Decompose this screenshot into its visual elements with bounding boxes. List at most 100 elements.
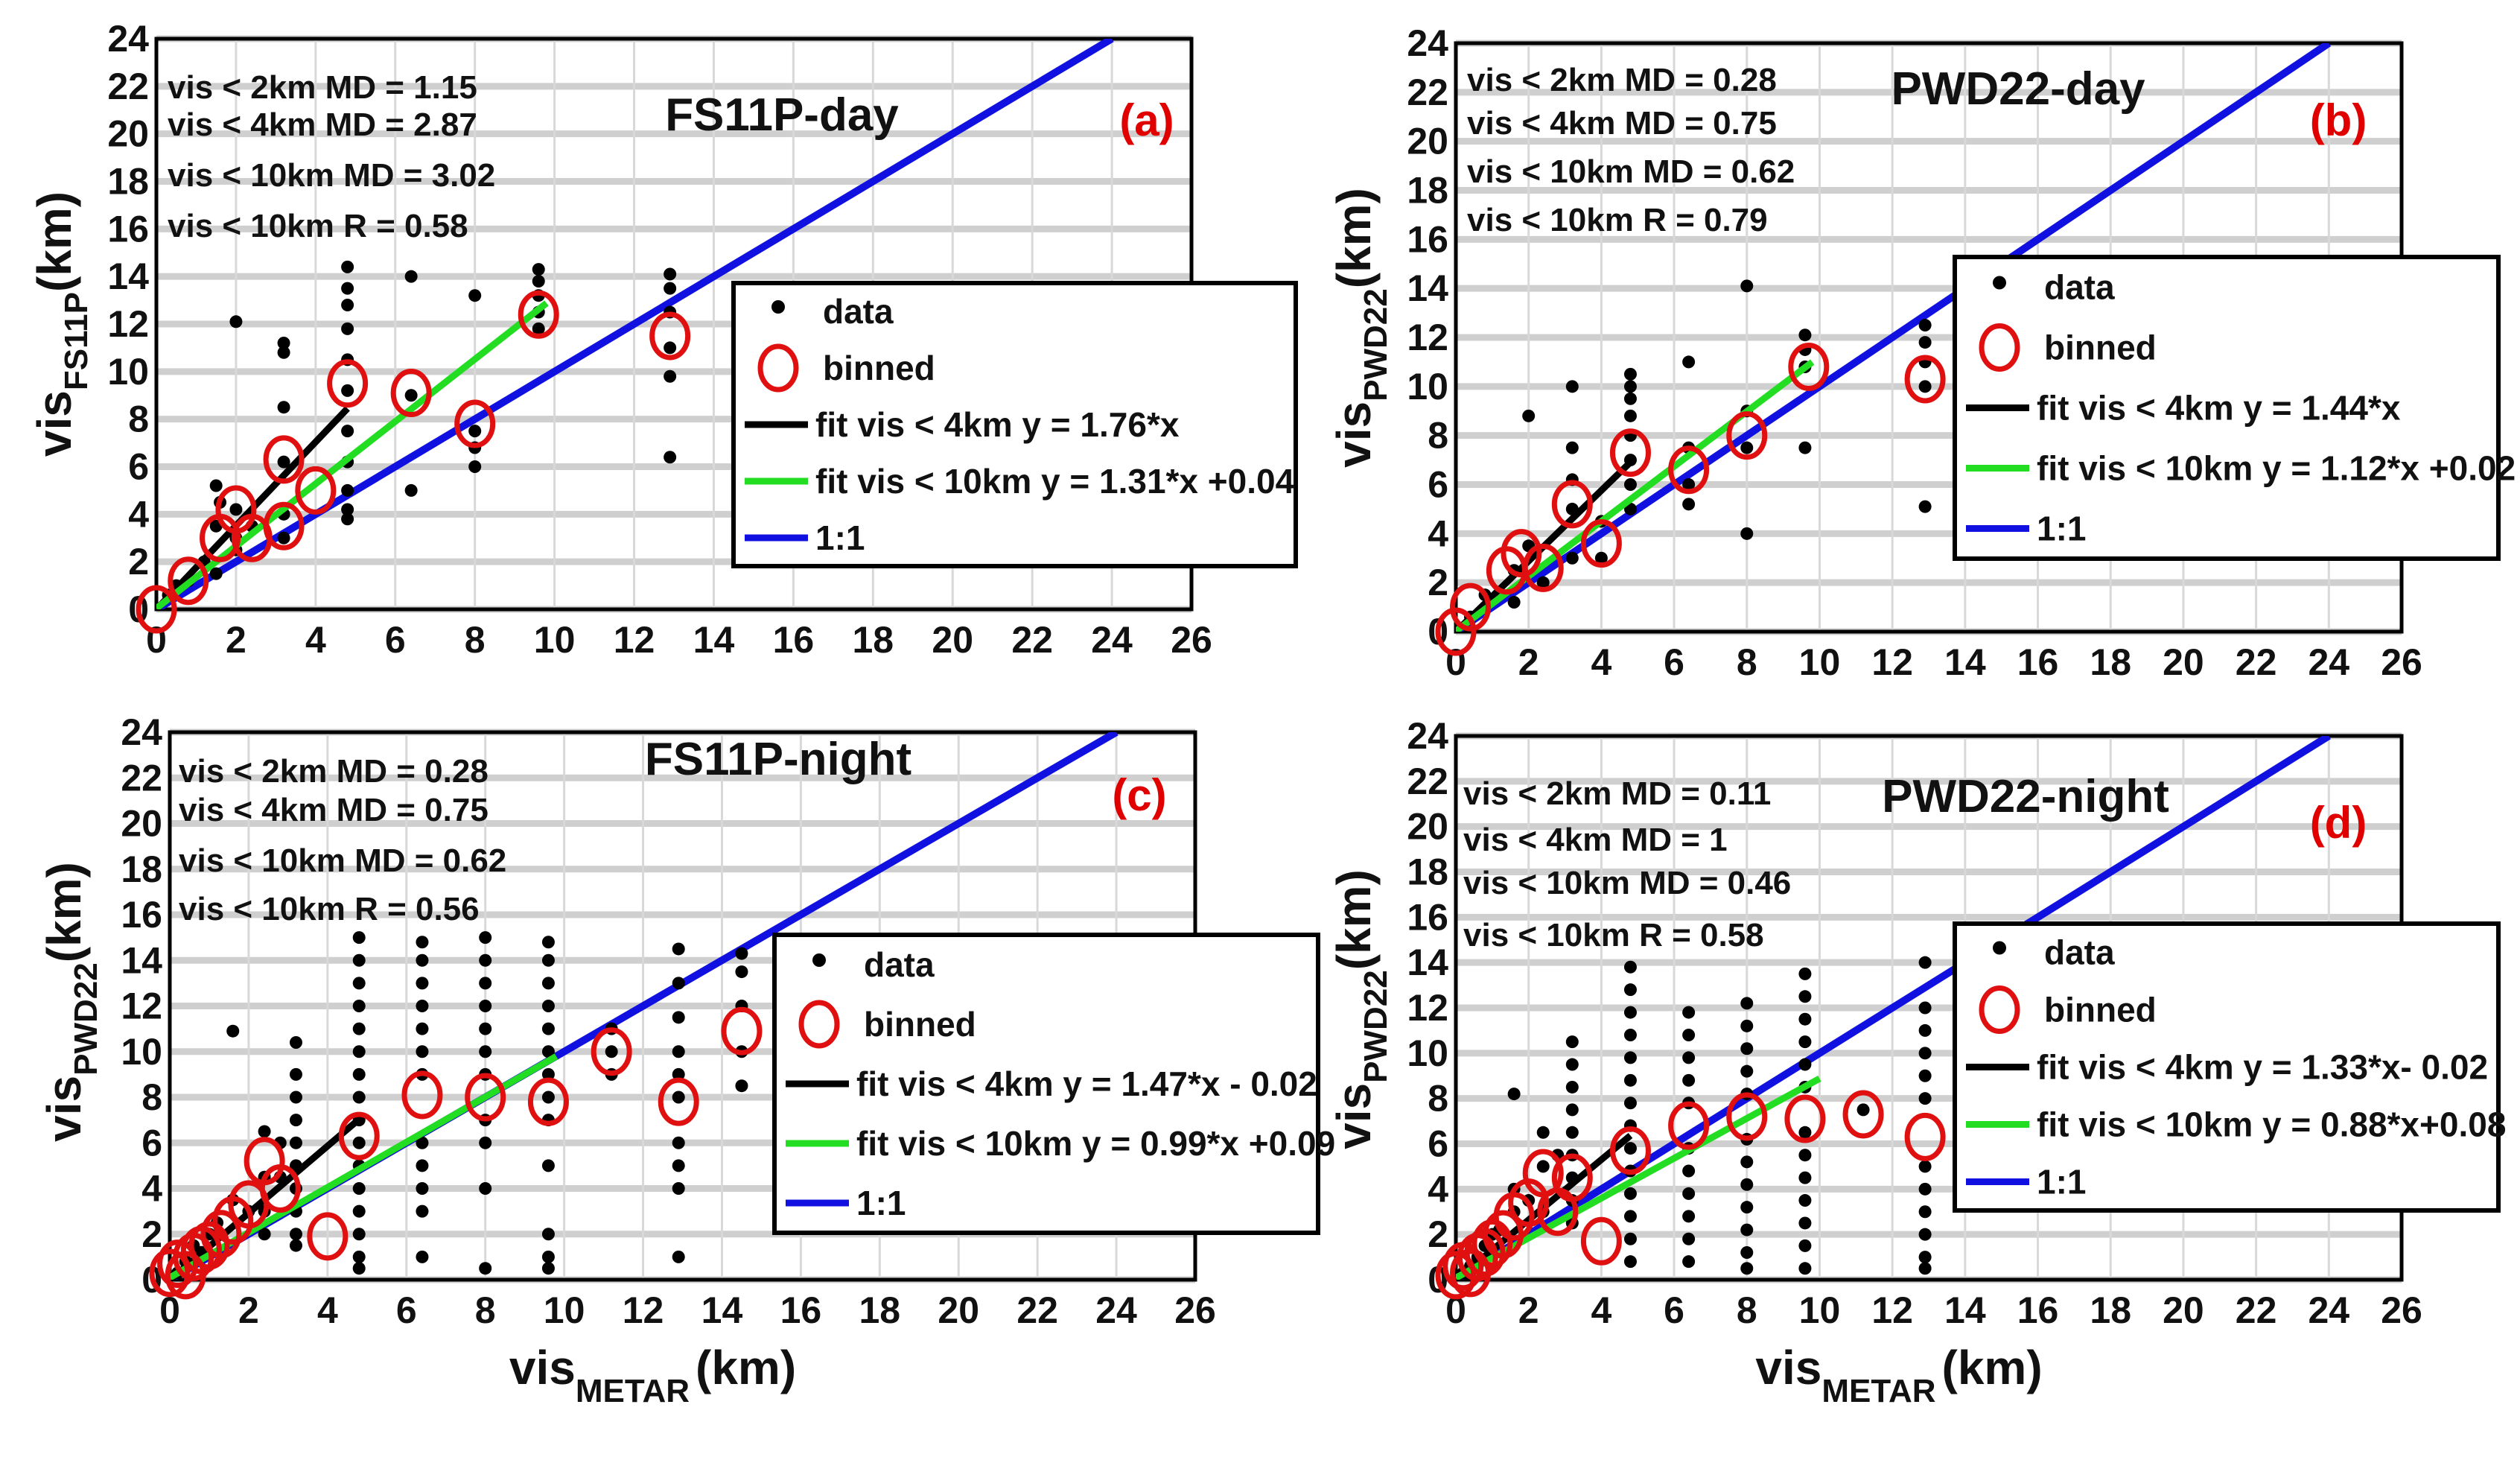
data-point xyxy=(541,953,555,967)
data-point xyxy=(226,1024,240,1038)
y-label-subscript: PWD22 xyxy=(68,962,104,1076)
legend-box xyxy=(731,281,1298,568)
legend-label: 1:1 xyxy=(2037,1163,2086,1202)
data-point xyxy=(1565,441,1579,454)
legend-label: data xyxy=(864,945,935,984)
x-tick-label: 26 xyxy=(2381,1289,2422,1331)
binned-marker xyxy=(307,1212,349,1261)
data-point xyxy=(1623,409,1637,422)
data-point xyxy=(1682,355,1696,369)
data-point xyxy=(1740,1201,1754,1214)
binned-marker xyxy=(1668,445,1710,495)
x-tick-label: 8 xyxy=(1737,1289,1757,1331)
data-point xyxy=(1682,1255,1696,1269)
x-tick-label: 8 xyxy=(1737,641,1757,683)
data-point xyxy=(541,936,555,949)
data-point xyxy=(258,1228,271,1241)
legend-binned-symbol xyxy=(1979,985,2020,1034)
x-tick-label: 20 xyxy=(2163,641,2204,683)
y-label-main: vis xyxy=(1327,1083,1381,1149)
data-point xyxy=(1798,1149,1812,1162)
y-tick-label: 22 xyxy=(1407,761,1448,802)
binned-marker xyxy=(1788,343,1830,391)
binned-marker xyxy=(518,290,559,339)
data-point xyxy=(1565,1103,1579,1117)
legend-label: fit vis < 10km y = 0.88*x+0.08 xyxy=(2037,1105,2506,1144)
x-label-subscript: METAR xyxy=(576,1373,690,1409)
data-point xyxy=(1740,1178,1754,1191)
data-point xyxy=(541,1250,555,1263)
x-tick-label: 18 xyxy=(2090,1289,2131,1331)
y-label-main: vis xyxy=(37,1076,91,1142)
binned-marker xyxy=(1551,480,1593,529)
one-to-one-line xyxy=(1456,43,2332,632)
legend-label: 1:1 xyxy=(2037,510,2086,548)
y-tick-label: 10 xyxy=(121,1031,162,1073)
data-point xyxy=(735,947,748,960)
x-tick-label: 24 xyxy=(1095,1289,1137,1331)
binned-marker xyxy=(1609,428,1651,477)
legend-binned-symbol xyxy=(757,343,799,393)
data-point xyxy=(664,267,677,281)
data-point xyxy=(479,953,492,967)
data-point xyxy=(416,1000,429,1012)
binned-marker xyxy=(149,1248,191,1298)
data-point xyxy=(1740,441,1754,454)
x-tick-label: 2 xyxy=(1518,641,1539,683)
panel-label: (d) xyxy=(2310,798,2367,848)
data-point xyxy=(479,1136,492,1149)
data-point xyxy=(1682,1029,1696,1041)
legend-label: fit vis < 4km y = 1.44*x xyxy=(2037,389,2401,428)
data-point xyxy=(416,953,429,967)
data-point xyxy=(541,1091,555,1104)
x-tick-label: 10 xyxy=(1799,1289,1841,1331)
data-point xyxy=(1623,1096,1637,1110)
x-tick-label: 14 xyxy=(1944,641,1986,683)
data-point xyxy=(404,270,418,283)
data-point xyxy=(479,1182,492,1195)
data-point xyxy=(1798,1035,1812,1049)
x-tick-label: 8 xyxy=(475,1289,496,1331)
data-point xyxy=(664,282,677,295)
y-tick-label: 18 xyxy=(121,848,162,890)
data-point xyxy=(1918,319,1932,332)
binned-marker xyxy=(1435,1251,1477,1300)
data-point xyxy=(416,1159,429,1172)
panel-title: PWD22-night xyxy=(1882,771,2169,822)
y-tick-label: 6 xyxy=(1428,464,1448,506)
binned-marker xyxy=(1551,1153,1593,1202)
data-point xyxy=(664,451,677,464)
binned-marker xyxy=(454,399,496,448)
stat-annotation: vis < 4km MD = 0.75 xyxy=(1467,105,1777,142)
data-point xyxy=(229,503,243,516)
binned-marker xyxy=(295,466,337,515)
data-point xyxy=(479,1045,492,1058)
data-point xyxy=(1740,1223,1754,1237)
y-tick-label: 18 xyxy=(107,161,149,203)
data-point xyxy=(1798,1126,1812,1139)
x-tick-label: 4 xyxy=(317,1289,338,1331)
x-tick-label: 2 xyxy=(226,619,246,661)
y-tick-label: 4 xyxy=(1428,1168,1448,1210)
binned-marker xyxy=(338,1111,380,1161)
binned-marker xyxy=(390,369,432,418)
data-point xyxy=(352,1136,366,1149)
x-tick-label: 16 xyxy=(2017,1289,2059,1331)
binned-marker xyxy=(1726,1092,1768,1141)
data-point xyxy=(1918,1251,1932,1264)
x-tick-label: 10 xyxy=(544,1289,585,1331)
x-tick-label: 24 xyxy=(1091,619,1133,661)
y-tick-label: 2 xyxy=(128,541,149,583)
x-tick-label: 26 xyxy=(1171,619,1212,661)
data-point xyxy=(1623,1073,1637,1087)
y-tick-label: 6 xyxy=(141,1122,162,1164)
legend-data-symbol xyxy=(1993,276,2006,290)
legend-box xyxy=(1953,921,2501,1213)
data-point xyxy=(352,1250,366,1263)
y-tick-label: 12 xyxy=(1407,317,1448,358)
y-tick-label: 4 xyxy=(1428,512,1448,554)
legend-binned-symbol xyxy=(798,1000,840,1049)
binned-marker xyxy=(1471,1219,1513,1268)
x-tick-label: 16 xyxy=(773,619,815,661)
binned-marker xyxy=(1842,1090,1884,1139)
